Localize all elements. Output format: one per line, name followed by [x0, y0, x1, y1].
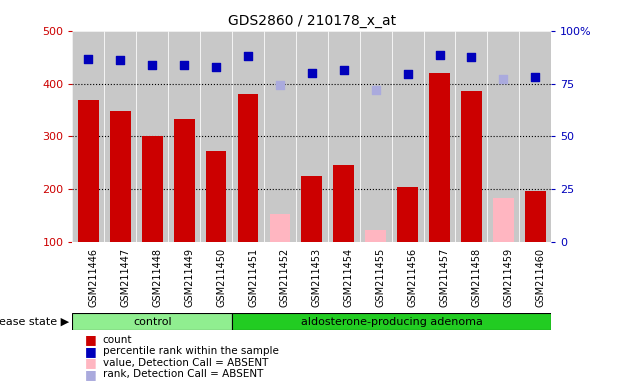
Bar	[429, 73, 450, 242]
Text: GSM211451: GSM211451	[248, 248, 258, 307]
Text: value, Detection Call = ABSENT: value, Detection Call = ABSENT	[103, 358, 268, 368]
Point	[275, 82, 285, 88]
Text: control: control	[133, 316, 171, 327]
Bar	[232, 31, 264, 242]
Text: GSM211454: GSM211454	[344, 248, 354, 307]
Bar	[206, 151, 226, 242]
Bar	[333, 165, 354, 242]
Point	[370, 87, 381, 93]
Text: count: count	[103, 335, 132, 345]
Point	[530, 74, 541, 80]
Bar	[232, 313, 551, 330]
Text: ■: ■	[85, 368, 97, 381]
Text: GSM211455: GSM211455	[375, 248, 386, 307]
Text: GSM211453: GSM211453	[312, 248, 322, 307]
Bar	[365, 230, 386, 242]
Text: ■: ■	[85, 356, 97, 369]
Bar	[238, 94, 258, 242]
Text: GSM211448: GSM211448	[152, 248, 163, 306]
Bar	[264, 31, 296, 242]
Text: ■: ■	[85, 333, 97, 346]
Bar	[302, 176, 322, 242]
Bar	[142, 136, 163, 242]
Bar	[461, 91, 482, 242]
Text: rank, Detection Call = ABSENT: rank, Detection Call = ABSENT	[103, 369, 263, 379]
Bar	[328, 31, 360, 242]
Text: GSM211458: GSM211458	[471, 248, 481, 307]
Text: ■: ■	[85, 345, 97, 358]
Text: aldosterone-producing adenoma: aldosterone-producing adenoma	[301, 316, 483, 327]
Text: GSM211450: GSM211450	[216, 248, 226, 307]
Bar	[455, 31, 488, 242]
Bar	[200, 31, 232, 242]
Point	[466, 54, 476, 60]
Point	[307, 70, 317, 76]
Text: percentile rank within the sample: percentile rank within the sample	[103, 346, 278, 356]
Point	[339, 67, 349, 73]
Point	[83, 56, 93, 62]
Bar	[72, 31, 105, 242]
Point	[115, 57, 125, 63]
Point	[243, 53, 253, 59]
Point	[435, 52, 445, 58]
Bar	[423, 31, 455, 242]
Text: GSM211447: GSM211447	[120, 248, 130, 307]
Bar	[525, 191, 546, 242]
Text: disease state ▶: disease state ▶	[0, 316, 69, 327]
Bar	[493, 198, 513, 242]
Bar	[78, 101, 99, 242]
Point	[498, 76, 508, 83]
Title: GDS2860 / 210178_x_at: GDS2860 / 210178_x_at	[228, 14, 396, 28]
Bar	[360, 31, 392, 242]
Bar	[105, 31, 136, 242]
Bar	[392, 31, 423, 242]
Text: GSM211446: GSM211446	[88, 248, 98, 306]
Bar	[270, 214, 290, 242]
Point	[179, 61, 189, 68]
Bar	[398, 187, 418, 242]
Text: GSM211452: GSM211452	[280, 248, 290, 307]
Point	[147, 62, 158, 68]
Text: GSM211459: GSM211459	[503, 248, 513, 307]
Bar	[488, 31, 519, 242]
Text: GSM211449: GSM211449	[184, 248, 194, 306]
Text: GSM211460: GSM211460	[536, 248, 546, 306]
Text: GSM211456: GSM211456	[408, 248, 418, 307]
Text: GSM211457: GSM211457	[440, 248, 450, 307]
Point	[211, 64, 221, 70]
Bar	[136, 31, 168, 242]
Bar	[110, 111, 130, 242]
Bar	[168, 31, 200, 242]
Bar	[519, 31, 551, 242]
Bar	[296, 31, 328, 242]
Point	[403, 71, 413, 77]
Bar	[174, 119, 195, 242]
Bar	[72, 313, 232, 330]
